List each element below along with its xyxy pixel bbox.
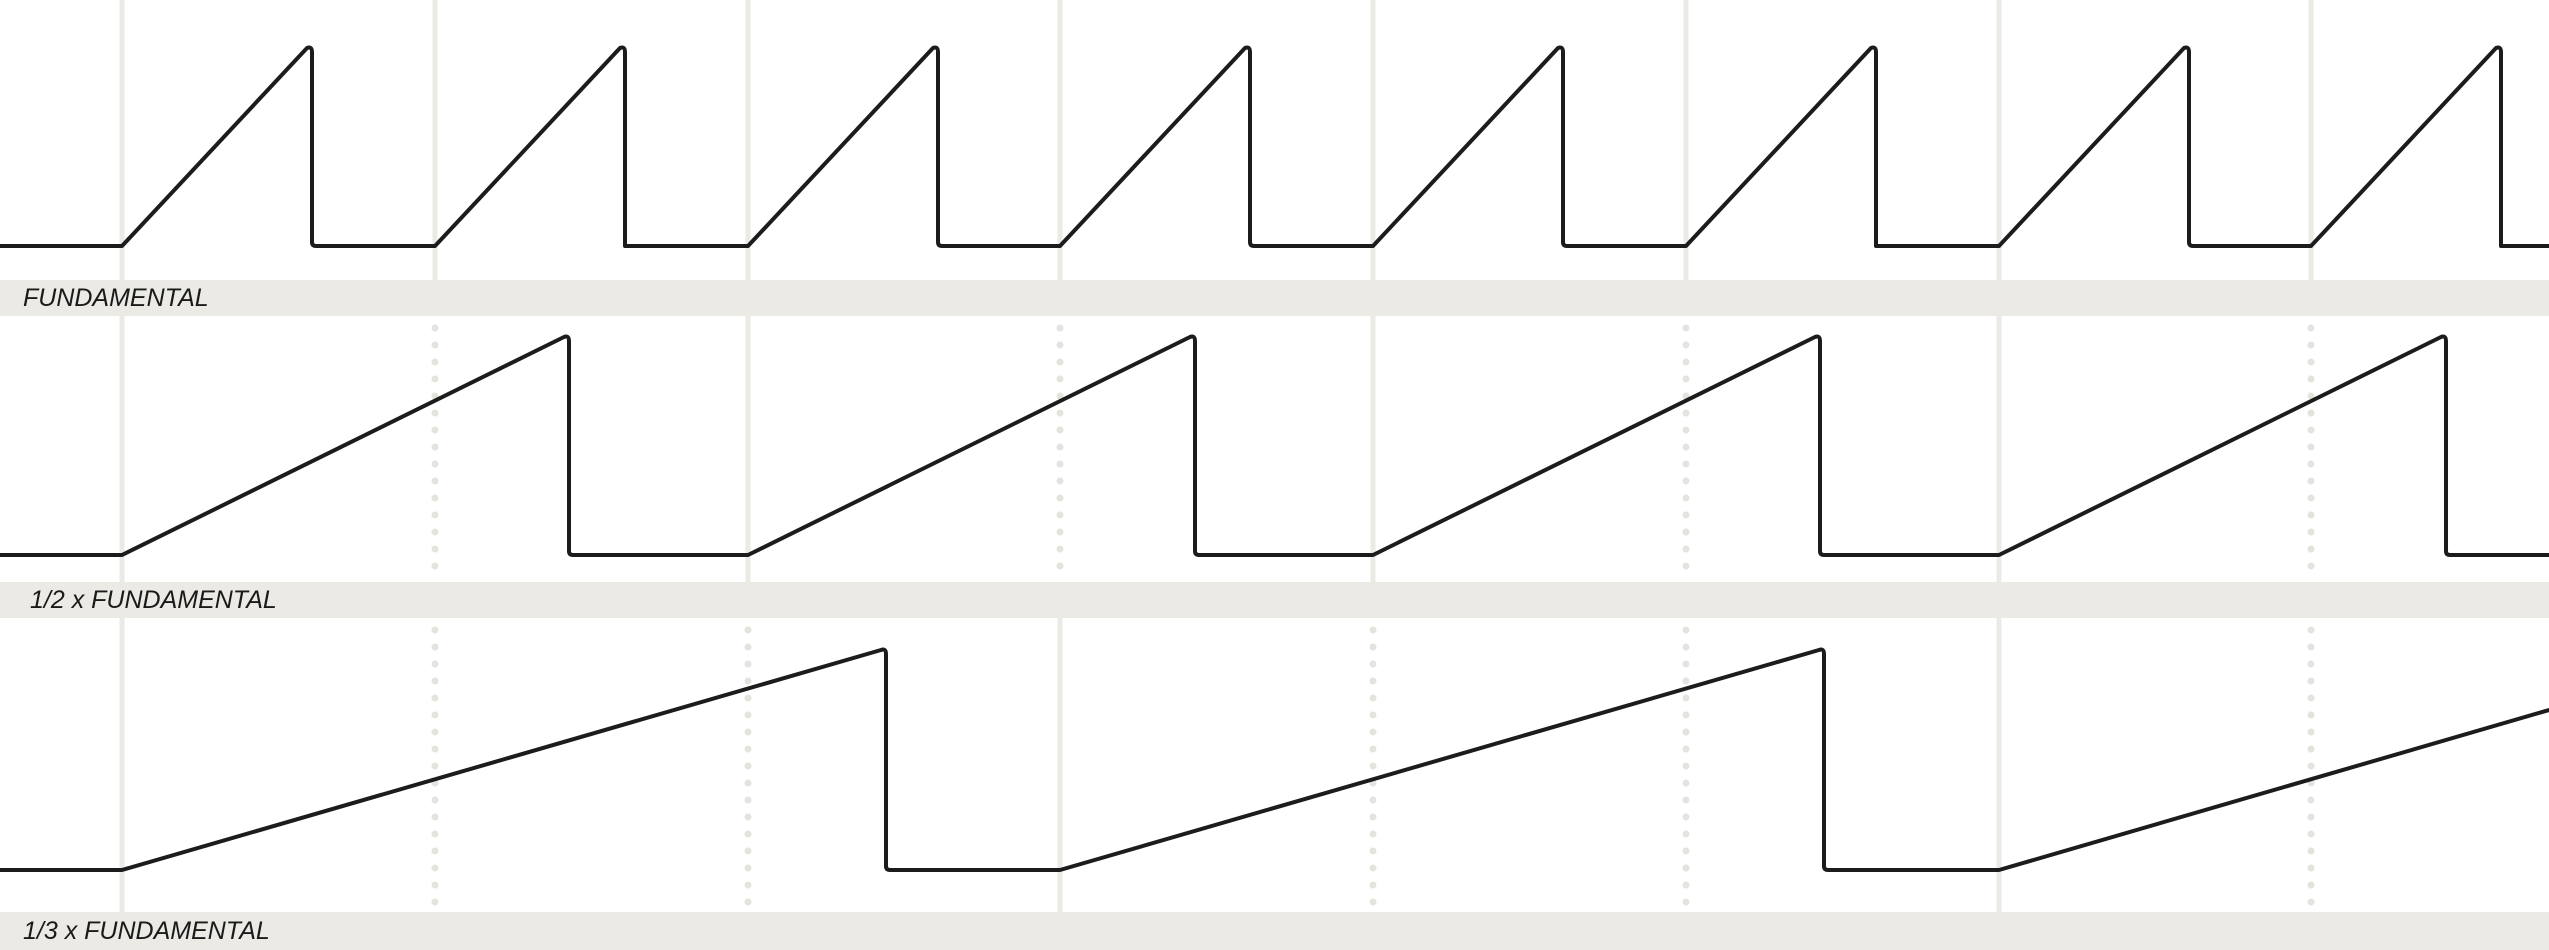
panel-label-half: 1/2 x FUNDAMENTAL	[30, 586, 277, 614]
panel-label-fundamental: FUNDAMENTAL	[23, 284, 209, 312]
label-band-third	[0, 912, 2549, 950]
waveform-third-fundamental	[0, 647, 2549, 872]
waveform-fundamental	[0, 45, 2549, 248]
label-band-half	[0, 582, 2549, 618]
waveforms	[0, 45, 2549, 872]
panel-label-third: 1/3 x FUNDAMENTAL	[23, 917, 270, 945]
label-band-fundamental	[0, 280, 2549, 316]
grid-lines	[119, 0, 2315, 916]
waveform-half-fundamental	[0, 334, 2549, 557]
